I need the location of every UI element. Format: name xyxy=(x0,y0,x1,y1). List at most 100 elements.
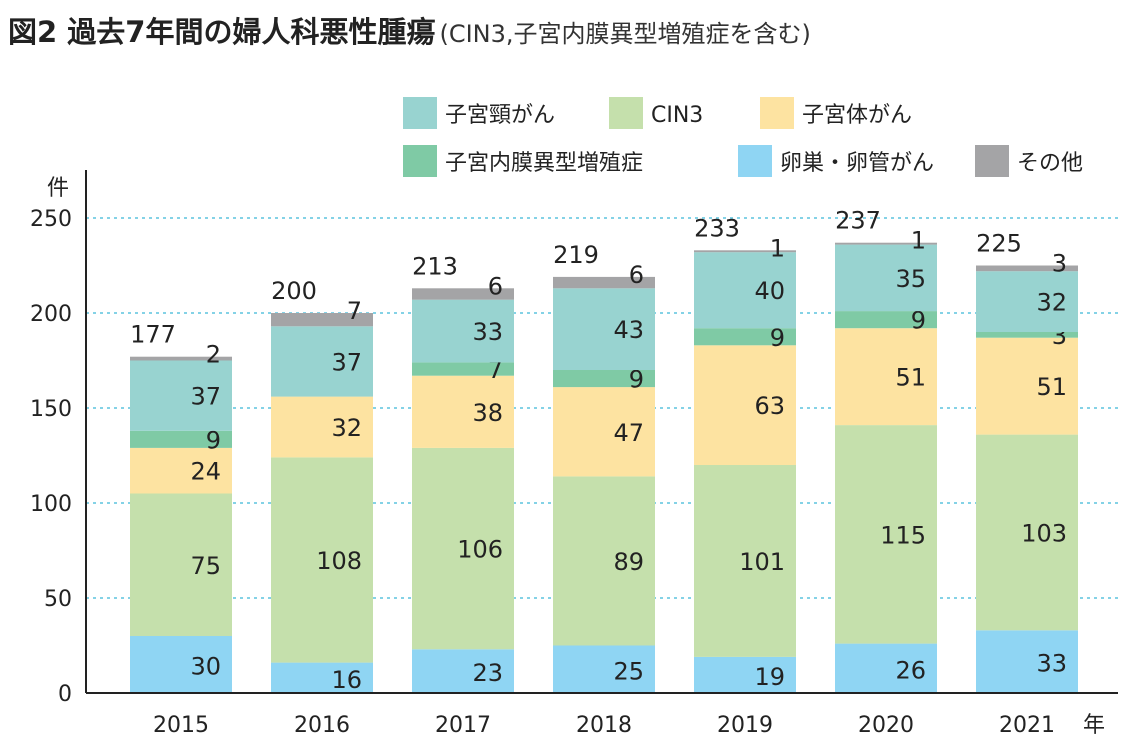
bar-segment xyxy=(130,493,232,636)
legend-label: 卵巣・卵管がん xyxy=(780,151,934,176)
legend-item: 子宮頸がん xyxy=(403,97,555,129)
x-tick-label: 2021 xyxy=(999,713,1055,738)
bar-segment xyxy=(835,425,937,644)
total-label: 225 xyxy=(976,230,1022,258)
bar-segment xyxy=(553,645,655,693)
bar-group-2018: 25 89 47 9 43 6 219 xyxy=(553,241,655,693)
chart-title: 図2 過去7年間の婦人科悪性腫瘍 xyxy=(8,15,435,49)
data-label: 1 xyxy=(911,227,926,255)
bar-segment xyxy=(412,447,514,650)
legend-swatch xyxy=(738,145,772,177)
data-label: 19 xyxy=(754,663,785,691)
legend-item: 子宮内膜異型増殖症 xyxy=(403,145,643,177)
bar-segment xyxy=(271,313,373,327)
data-label: 89 xyxy=(613,548,644,576)
legend-swatch xyxy=(403,97,437,129)
bar-segment xyxy=(694,465,796,657)
bar-segment xyxy=(694,656,796,693)
bar-segment xyxy=(271,396,373,458)
data-label: 37 xyxy=(190,383,221,411)
data-label: 108 xyxy=(316,547,362,575)
data-label: 9 xyxy=(629,366,644,394)
legend-swatch xyxy=(760,97,794,129)
data-label: 33 xyxy=(1036,650,1067,678)
bar-segment xyxy=(412,375,514,448)
data-label: 24 xyxy=(190,458,221,486)
legend-item: 卵巣・卵管がん xyxy=(738,145,934,177)
legend-swatch xyxy=(403,145,437,177)
data-label: 101 xyxy=(739,548,785,576)
bar-segment xyxy=(976,265,1078,272)
data-label: 103 xyxy=(1021,519,1067,547)
bar-segment xyxy=(412,288,514,300)
y-tick-label: 250 xyxy=(30,207,72,232)
bar-segment xyxy=(976,271,1078,332)
bar-segment xyxy=(835,311,937,329)
data-label: 26 xyxy=(895,656,926,684)
legend-label: 子宮内膜異型増殖症 xyxy=(445,151,643,176)
bar-segment xyxy=(835,643,937,693)
data-label: 7 xyxy=(347,297,362,325)
bar-group-2015: 30 75 24 9 37 2 177 xyxy=(130,321,232,693)
bar-segment xyxy=(835,328,937,426)
bar-segment xyxy=(976,332,1078,338)
bar-segment xyxy=(835,244,937,312)
legend-item: 子宮体がん xyxy=(760,97,912,129)
x-tick-label: 2018 xyxy=(576,713,632,738)
x-tick-label: 2019 xyxy=(717,713,773,738)
data-label: 63 xyxy=(754,392,785,420)
bar-group-2020: 26 115 51 9 35 1 237 xyxy=(835,207,937,693)
data-label: 30 xyxy=(190,653,221,681)
bar-segment xyxy=(271,662,373,693)
legend-label: その他 xyxy=(1017,151,1083,176)
bar-segment xyxy=(130,360,232,431)
bar-segment xyxy=(694,328,796,346)
data-label: 33 xyxy=(472,318,503,346)
total-label: 237 xyxy=(835,207,881,235)
legend-label: CIN3 xyxy=(651,103,703,128)
bar-segment xyxy=(130,356,232,361)
data-label: 51 xyxy=(895,364,926,392)
bar-segment xyxy=(271,457,373,663)
bar-segment xyxy=(271,326,373,397)
total-label: 177 xyxy=(130,321,176,349)
bar-segment xyxy=(130,430,232,448)
data-label: 1 xyxy=(770,234,785,262)
bar-segment xyxy=(553,476,655,646)
y-tick-label: 100 xyxy=(30,492,72,517)
data-label: 23 xyxy=(472,659,503,687)
legend-swatch xyxy=(975,145,1009,177)
data-label: 47 xyxy=(613,419,644,447)
bar-segment xyxy=(412,299,514,363)
total-label: 200 xyxy=(271,277,317,305)
data-label: 9 xyxy=(911,307,926,335)
data-label: 7 xyxy=(488,356,503,384)
bar-segment xyxy=(553,370,655,388)
bar-segment xyxy=(694,250,796,253)
data-label: 2 xyxy=(206,341,221,369)
data-label: 51 xyxy=(1036,373,1067,401)
data-label: 37 xyxy=(331,348,362,376)
y-tick-label: 50 xyxy=(44,587,72,612)
data-label: 75 xyxy=(190,552,221,580)
bar-segment xyxy=(553,276,655,289)
data-label: 9 xyxy=(206,426,221,454)
bar-segment xyxy=(130,447,232,494)
total-label: 233 xyxy=(694,214,740,242)
data-label: 40 xyxy=(754,277,785,305)
x-tick-label: 2017 xyxy=(435,713,491,738)
x-tick-label: 2020 xyxy=(858,713,914,738)
bar-segment xyxy=(835,242,937,245)
y-tick-label: 150 xyxy=(30,397,72,422)
legend-label: 子宮体がん xyxy=(802,103,912,128)
bar-segment xyxy=(694,252,796,329)
bar-group-2019: 19 101 63 9 40 1 233 xyxy=(694,214,796,693)
bar-segment xyxy=(553,387,655,477)
bar-segment xyxy=(976,434,1078,631)
data-label: 43 xyxy=(613,316,644,344)
legend-label: 子宮頸がん xyxy=(445,103,555,128)
bar-group-2016: 16 108 32 37 7 200 xyxy=(271,277,373,694)
